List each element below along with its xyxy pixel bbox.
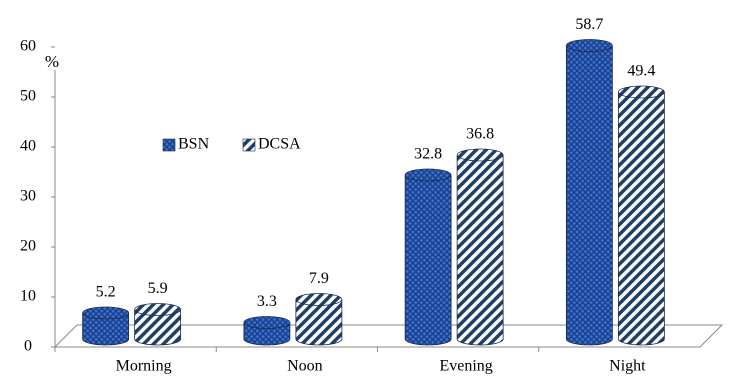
bar-bottom xyxy=(456,338,504,346)
bar-top xyxy=(456,148,504,162)
bar-bottom xyxy=(134,338,182,346)
y-tick-label: 60 xyxy=(20,38,36,55)
value-label: 7.9 xyxy=(309,270,329,287)
x-tick-label: Morning xyxy=(116,358,172,375)
bar xyxy=(618,92,665,339)
bar-top xyxy=(82,306,130,320)
bar xyxy=(566,45,613,339)
bar-bottom xyxy=(565,338,613,346)
bar-bottom xyxy=(82,338,130,346)
y-tick-label: 50 xyxy=(20,88,36,105)
y-axis-label: % xyxy=(45,52,59,71)
y-tick-label: 20 xyxy=(20,238,36,255)
value-label: 49.4 xyxy=(627,63,655,80)
bar xyxy=(295,299,342,339)
value-label: 3.3 xyxy=(257,293,277,310)
bar xyxy=(457,155,504,339)
value-label: 36.8 xyxy=(466,126,494,143)
y-tick-label: 0 xyxy=(24,338,32,355)
legend-swatch xyxy=(162,138,176,152)
legend-label: BSN xyxy=(178,136,210,153)
bar-bottom xyxy=(295,338,343,346)
bar-top xyxy=(404,168,452,182)
value-label: 5.2 xyxy=(96,284,116,301)
x-tick-label: Noon xyxy=(287,358,323,375)
bar-bottom xyxy=(404,338,452,346)
floor xyxy=(53,324,724,348)
y-tick-label: 30 xyxy=(20,188,36,205)
value-label: 58.7 xyxy=(575,16,603,33)
value-label: 32.8 xyxy=(414,146,442,163)
legend-swatch xyxy=(242,138,256,152)
bar-top xyxy=(134,303,182,316)
bar-top xyxy=(295,293,343,306)
bar-bottom xyxy=(243,338,291,346)
bar-top xyxy=(617,85,665,99)
value-label: 5.9 xyxy=(148,280,168,297)
x-tick-label: Night xyxy=(609,358,646,375)
bar-bottom xyxy=(617,338,665,346)
legend-label: DCSA xyxy=(258,136,301,153)
bar-top xyxy=(243,316,291,329)
y-tick-label: 40 xyxy=(20,138,36,155)
bar xyxy=(405,175,452,339)
x-tick-label: Evening xyxy=(439,358,492,375)
y-tick-label: 10 xyxy=(20,288,36,305)
bar-top xyxy=(565,39,613,52)
